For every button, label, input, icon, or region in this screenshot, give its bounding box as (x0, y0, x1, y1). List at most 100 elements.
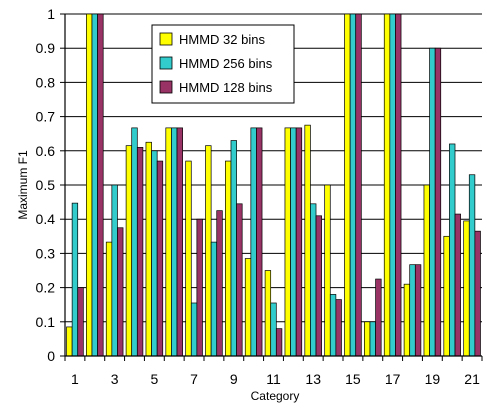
bar-2-4 (131, 127, 138, 357)
y-tick-label: 0.9 (36, 40, 56, 56)
bar-2-11 (270, 302, 277, 357)
bar-3-9 (236, 203, 243, 357)
bar-2-2 (91, 13, 98, 357)
x-tick-label: 15 (345, 371, 361, 387)
bar-2-20 (449, 143, 456, 357)
bar-1-21 (463, 220, 470, 357)
x-tick-labels: 1 3 5 7 9 11 13 15 17 19 21 (71, 371, 480, 387)
x-tick-label: 5 (150, 371, 158, 387)
bar-1-7 (185, 160, 192, 357)
legend-swatch (159, 56, 173, 70)
bar-3-10 (256, 127, 263, 357)
bar-3-2 (97, 13, 104, 357)
bar-1-6 (165, 127, 172, 357)
bar-3-8 (216, 210, 223, 357)
y-tick-label: 0.3 (36, 245, 56, 261)
legend-swatch (159, 32, 173, 46)
x-tick-label: 3 (111, 371, 119, 387)
bar-1-1 (66, 326, 73, 357)
bar-2-16 (369, 321, 376, 357)
legend: HMMD 32 bins HMMD 256 bins HMMD 128 bins (151, 24, 295, 104)
y-tick-label: 0 (47, 348, 55, 364)
bar-1-15 (344, 13, 351, 357)
bar-1-20 (443, 235, 450, 357)
x-tick-label: 21 (464, 371, 480, 387)
bar-3-19 (434, 47, 442, 357)
bar-3-3 (117, 227, 124, 357)
bar-2-12 (290, 127, 297, 357)
bar-2-15 (349, 13, 357, 357)
y-tick-labels: 0 0.1 0.2 0.3 0.4 0.5 0.6 0.7 0.8 0.9 1 (36, 6, 56, 364)
x-tick-label: 9 (230, 371, 238, 387)
x-tick-label: 1 (71, 371, 79, 387)
bar-1-4 (125, 145, 133, 357)
bar-2-9 (230, 140, 237, 357)
bar-2-19 (429, 47, 436, 357)
bar-1-12 (284, 127, 291, 357)
bar-3-13 (315, 215, 322, 357)
y-tick-label: 0.5 (36, 177, 56, 193)
legend-label: HMMD 32 bins (179, 32, 265, 47)
bar-1-13 (304, 124, 311, 357)
bar-1-18 (403, 283, 411, 357)
bar-2-18 (409, 264, 416, 357)
axes (64, 14, 483, 361)
bar-3-16 (375, 278, 382, 357)
bar-2-1 (71, 202, 79, 357)
bar-3-18 (414, 264, 422, 357)
bar-3-11 (275, 328, 283, 357)
bar-1-2 (86, 13, 93, 357)
bar-1-19 (423, 184, 430, 357)
x-axis-label: Category (251, 389, 300, 403)
bar-3-1 (77, 287, 84, 357)
x-tick-label: 7 (190, 371, 198, 387)
x-tick-label: 13 (305, 371, 321, 387)
bar-1-16 (364, 321, 371, 357)
bar-2-5 (151, 150, 158, 357)
bar-2-7 (190, 302, 198, 357)
bar-1-3 (105, 241, 113, 357)
bar-2-13 (310, 203, 317, 357)
y-tick-label: 0.6 (36, 143, 56, 159)
legend-box (151, 24, 295, 104)
bar-3-12 (295, 127, 303, 357)
bar-3-20 (454, 213, 461, 357)
bars (66, 13, 481, 357)
bar-3-21 (474, 230, 481, 357)
bar-1-14 (324, 184, 331, 357)
y-tick-label: 0.7 (36, 109, 56, 125)
bar-3-14 (335, 299, 342, 357)
bar-3-4 (136, 147, 144, 357)
bar-2-17 (389, 13, 396, 357)
bar-3-15 (355, 13, 362, 357)
bar-3-5 (156, 160, 164, 357)
legend-label: HMMD 256 bins (179, 56, 273, 71)
bar-1-10 (244, 258, 252, 357)
x-tick-label: 19 (425, 371, 441, 387)
bar-2-3 (111, 184, 118, 357)
bar-2-21 (468, 174, 476, 357)
bar-3-6 (176, 127, 183, 357)
bar-1-17 (383, 13, 391, 357)
bar-1-9 (225, 160, 232, 357)
legend-label: HMMD 128 bins (179, 80, 273, 95)
bar-2-14 (329, 294, 337, 357)
y-axis-label: Maximum F1 (16, 150, 30, 220)
bar-3-17 (395, 13, 402, 357)
y-tick-label: 0.8 (36, 74, 56, 90)
bar-2-10 (250, 127, 257, 357)
legend-swatch (159, 80, 173, 94)
bar-2-8 (210, 241, 218, 357)
y-tick-label: 1 (47, 6, 55, 22)
bar-3-7 (196, 218, 203, 357)
x-tick-label: 11 (266, 371, 281, 387)
y-tick-label: 0.1 (36, 314, 56, 330)
y-tick-label: 0.4 (36, 211, 56, 227)
bar-1-11 (264, 270, 272, 357)
bar-1-8 (205, 145, 212, 357)
bar-1-5 (145, 141, 152, 357)
x-tick-label: 17 (385, 371, 401, 387)
y-tick-label: 0.2 (36, 280, 56, 296)
bar-2-6 (171, 127, 178, 357)
